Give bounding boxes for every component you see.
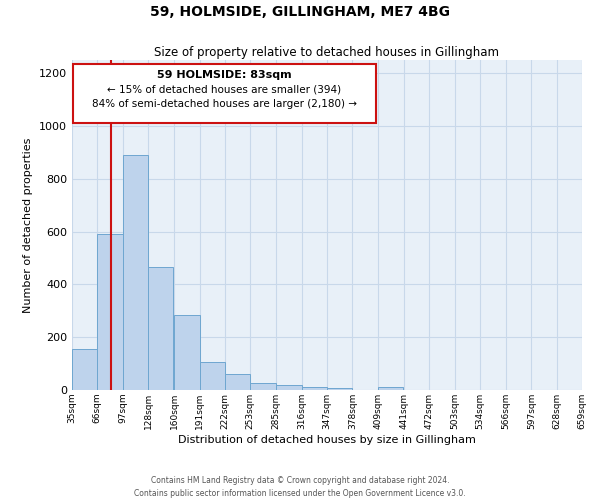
Text: 84% of semi-detached houses are larger (2,180) →: 84% of semi-detached houses are larger (…	[92, 99, 357, 109]
X-axis label: Distribution of detached houses by size in Gillingham: Distribution of detached houses by size …	[178, 434, 476, 444]
Bar	[302, 387, 327, 390]
Bar	[250, 383, 275, 390]
Y-axis label: Number of detached properties: Number of detached properties	[23, 138, 34, 312]
Bar	[174, 315, 199, 390]
Title: Size of property relative to detached houses in Gillingham: Size of property relative to detached ho…	[155, 46, 499, 59]
Text: ← 15% of detached houses are smaller (394): ← 15% of detached houses are smaller (39…	[107, 84, 341, 94]
Bar	[377, 388, 403, 390]
Bar	[72, 349, 97, 390]
Bar	[199, 362, 225, 390]
Bar	[225, 374, 250, 390]
Bar	[148, 267, 173, 390]
Bar	[122, 155, 148, 390]
Text: 59 HOLMSIDE: 83sqm: 59 HOLMSIDE: 83sqm	[157, 70, 292, 80]
Bar	[327, 388, 352, 390]
Bar	[97, 234, 122, 390]
Bar	[277, 385, 302, 390]
Text: 59, HOLMSIDE, GILLINGHAM, ME7 4BG: 59, HOLMSIDE, GILLINGHAM, ME7 4BG	[150, 5, 450, 19]
Text: Contains HM Land Registry data © Crown copyright and database right 2024.
Contai: Contains HM Land Registry data © Crown c…	[134, 476, 466, 498]
FancyBboxPatch shape	[73, 64, 376, 123]
